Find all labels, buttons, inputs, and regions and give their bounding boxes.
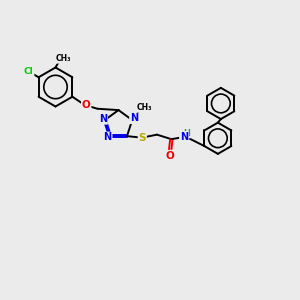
Text: Cl: Cl <box>24 68 34 76</box>
Text: O: O <box>166 151 174 160</box>
Text: N: N <box>130 113 138 123</box>
Text: CH₃: CH₃ <box>136 103 152 112</box>
Text: O: O <box>82 100 91 110</box>
Text: CH₃: CH₃ <box>56 54 71 63</box>
Text: S: S <box>139 133 146 142</box>
Text: N: N <box>180 132 188 142</box>
Text: N: N <box>99 114 107 124</box>
Text: N: N <box>103 132 112 142</box>
Text: H: H <box>184 129 190 138</box>
